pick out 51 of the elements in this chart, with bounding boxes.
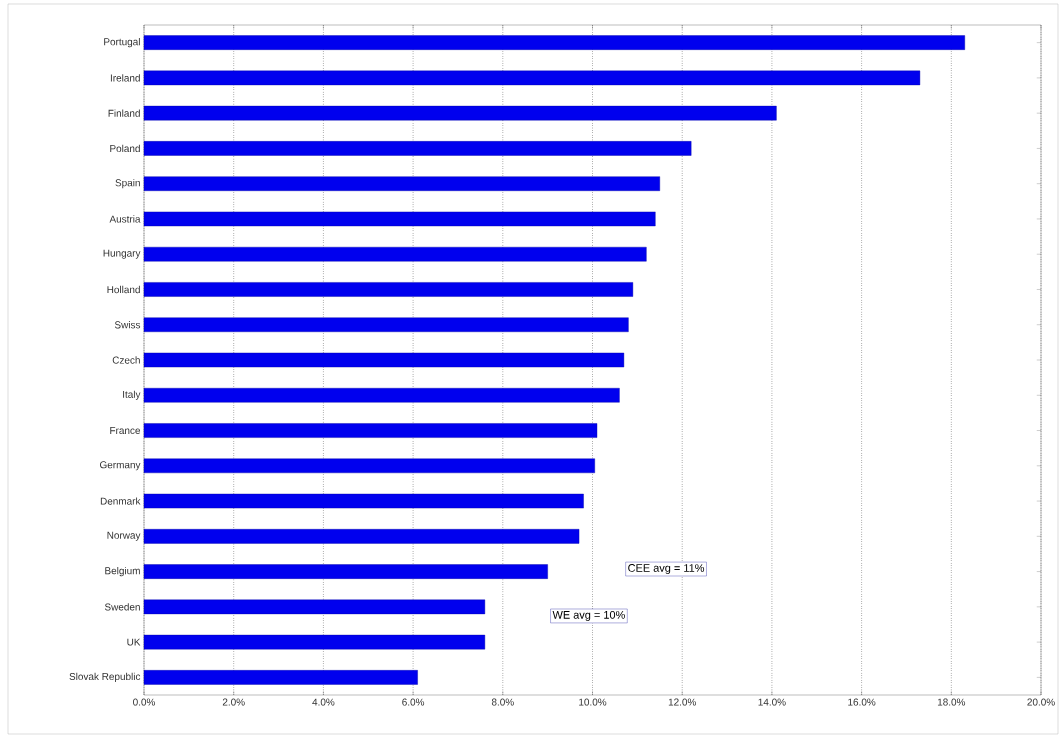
y-tick-label: Denmark xyxy=(100,497,141,505)
y-tick-label: Portugal xyxy=(104,37,140,48)
bar xyxy=(143,670,418,685)
y-tick-label: Spain xyxy=(115,179,140,189)
bar xyxy=(143,282,634,297)
x-tick-label: 0.0% xyxy=(133,698,156,706)
y-tick-label: Finland xyxy=(108,109,140,117)
y-tick-label: UK xyxy=(127,638,141,646)
bar xyxy=(143,70,921,86)
bar xyxy=(143,317,629,332)
y-tick-label: Czech xyxy=(112,356,140,364)
y-tick-label: Norway xyxy=(107,531,141,541)
y-tick-label: Germany xyxy=(100,461,141,471)
annotation: CEE avg = 11% xyxy=(628,564,705,574)
bar xyxy=(143,246,647,262)
bar xyxy=(143,141,692,156)
y-tick-label: Ireland xyxy=(110,74,140,82)
annotation: WE avg = 10% xyxy=(552,611,625,621)
y-tick-label: Swiss xyxy=(114,321,141,329)
bar xyxy=(143,634,486,650)
bar xyxy=(143,423,598,438)
bar xyxy=(143,35,965,50)
bar xyxy=(143,352,625,368)
y-tick-label: France xyxy=(110,427,141,434)
y-tick-label: Sweden xyxy=(104,603,140,611)
x-tick-label: 12.0% xyxy=(668,698,696,706)
bar xyxy=(143,176,660,191)
x-tick-label: 10.0% xyxy=(579,698,607,706)
bar xyxy=(143,388,620,403)
bar xyxy=(143,105,777,121)
x-tick-label: 16.0% xyxy=(848,698,876,706)
x-tick-label: 14.0% xyxy=(758,698,786,706)
bar xyxy=(143,493,584,509)
x-tick-label: 20.0% xyxy=(1027,698,1055,706)
bar xyxy=(143,529,580,544)
bar xyxy=(143,564,548,579)
x-tick-label: 8.0% xyxy=(491,698,514,706)
x-tick-label: 2.0% xyxy=(222,698,245,706)
bar xyxy=(143,211,656,227)
y-tick-label: Belgium xyxy=(105,566,140,577)
y-tick-label: Austria xyxy=(109,215,141,223)
x-tick-label: 4.0% xyxy=(312,698,335,706)
x-tick-label: 18.0% xyxy=(937,698,966,706)
y-tick-label: Holland xyxy=(107,285,140,294)
y-tick-label: Poland xyxy=(110,144,140,153)
bar xyxy=(143,458,595,474)
x-tick-label: 6.0% xyxy=(402,698,425,706)
bar xyxy=(143,599,486,615)
y-tick-label: Italy xyxy=(123,390,141,400)
y-tick-label: Hungary xyxy=(103,249,141,259)
y-tick-label: Slovak Republic xyxy=(69,672,141,683)
